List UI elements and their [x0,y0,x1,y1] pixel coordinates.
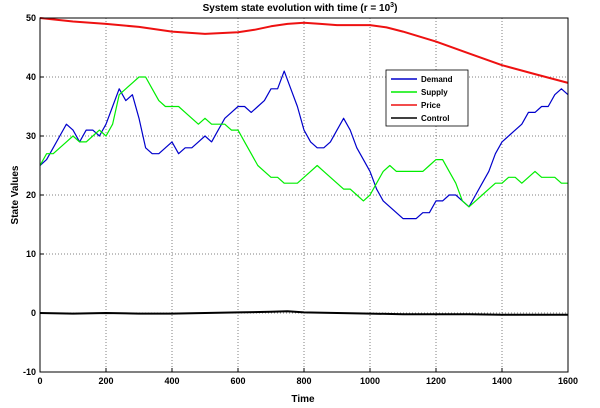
x-tick-label: 1200 [426,376,446,386]
x-tick-label: 400 [164,376,179,386]
legend-label-supply: Supply [421,88,448,97]
chart-title: System state evolution with time (r = 10… [203,2,398,14]
legend-label-demand: Demand [421,75,453,84]
x-tick-label: 800 [296,376,311,386]
y-tick-label: 30 [26,131,36,141]
y-axis-label: State Values [10,165,21,224]
x-tick-label: 600 [230,376,245,386]
series-line-supply [39,76,568,208]
ticks: 0 200 400 600 800 1000 1200 1400 1600-1001020304… [23,13,578,386]
chart-title-main: System state evolution with time (r = 10 [203,3,391,14]
x-tick-label: 0 [37,376,42,386]
legend: Demand Supply Price Control [385,69,469,127]
series-line-price [39,17,569,84]
y-tick-label: 20 [26,190,36,200]
series-layer [39,17,569,316]
y-tick-label: 50 [26,13,36,23]
y-tick-label: -10 [23,367,36,377]
x-tick-label: 1000 [360,376,380,386]
legend-label-control: Control [421,114,449,123]
x-tick-label: 1600 [558,376,578,386]
series-line-control [39,310,568,316]
series-line-demand [39,70,569,220]
x-axis-label: Time [291,394,315,405]
x-tick-label: 1400 [492,376,512,386]
y-tick-label: 40 [26,72,36,82]
chart-title-superscript: 3 [390,2,394,9]
chart-title-suffix: ) [394,3,397,14]
legend-label-price: Price [421,101,441,110]
y-tick-label: 10 [26,249,36,259]
y-tick-label: 0 [31,308,36,318]
x-tick-label: 200 [98,376,113,386]
